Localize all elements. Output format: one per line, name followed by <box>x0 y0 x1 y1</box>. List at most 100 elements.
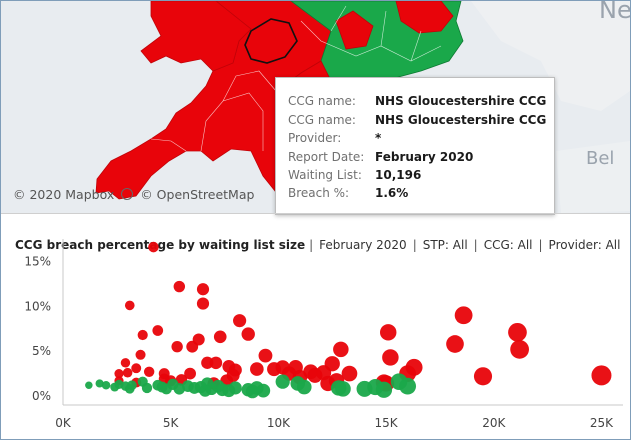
tooltip-row: CCG name: NHS Gloucestershire CCG <box>288 113 546 127</box>
breach-point-red[interactable] <box>510 339 529 359</box>
y-tick-label: 10% <box>24 299 51 313</box>
map-place-label: Bel <box>586 148 615 169</box>
breach-point-red[interactable] <box>131 363 142 374</box>
breach-point-green[interactable] <box>141 382 153 394</box>
breach-point-red[interactable] <box>382 349 399 366</box>
breach-point-red[interactable] <box>209 356 223 370</box>
breach-point-green[interactable] <box>399 377 417 395</box>
tooltip-label: Waiting List: <box>288 168 362 182</box>
chart-header: CCG breach percentage by waiting list si… <box>15 238 621 252</box>
breach-point-red[interactable] <box>158 368 170 380</box>
map-place-label: Ne <box>599 1 630 24</box>
tooltip-label: CCG name: <box>288 113 356 127</box>
breach-point-green[interactable] <box>375 381 393 398</box>
breach-point-red[interactable] <box>124 300 135 311</box>
breach-point-red[interactable] <box>152 325 164 336</box>
breach-point-red[interactable] <box>135 349 146 360</box>
tooltip-row: Breach %: 1.6% <box>288 186 408 200</box>
breach-point-red[interactable] <box>196 297 210 310</box>
x-tick-label: 5K <box>163 416 180 430</box>
breach-point-red[interactable] <box>171 340 183 353</box>
map-credits: © 2020 Mapbox © OpenStreetMap <box>13 187 254 202</box>
y-tick-label: 0% <box>32 389 51 403</box>
breach-point-red[interactable] <box>333 341 349 358</box>
continent-land <box>471 1 630 111</box>
chart-axes: 0% 5% 10% 15% 0K 5K 10K 15K 20K 25K <box>24 239 623 430</box>
tooltip-label: CCG name: <box>288 94 356 108</box>
breach-point-red[interactable] <box>192 333 205 346</box>
map-canvas[interactable] <box>1 1 630 213</box>
breach-point-red[interactable] <box>137 329 148 341</box>
breach-point-red[interactable] <box>228 363 242 377</box>
tooltip-row: CCG name: NHS Gloucestershire CCG <box>288 94 546 108</box>
filter-ccg[interactable]: CCG: All <box>483 238 533 252</box>
breach-point-red[interactable] <box>341 365 358 382</box>
breach-point-red[interactable] <box>258 348 273 363</box>
tooltip-value: NHS Gloucestershire CCG <box>375 113 547 127</box>
breach-point-red[interactable] <box>148 241 159 253</box>
breach-point-green[interactable] <box>335 381 351 397</box>
continent-land-south <box>556 141 630 213</box>
x-tick-label: 15K <box>375 416 399 430</box>
breach-point-green[interactable] <box>95 379 104 388</box>
breach-point-red[interactable] <box>324 356 340 372</box>
tooltip-label: Provider: <box>288 131 342 145</box>
filter-report-date[interactable]: February 2020 <box>319 238 407 252</box>
osm-credit[interactable]: © OpenStreetMap <box>140 187 255 202</box>
breach-point-red[interactable] <box>184 367 196 380</box>
selected-ccg-outline[interactable] <box>244 18 298 64</box>
wales-region[interactable] <box>140 1 252 72</box>
breach-point-green[interactable] <box>228 381 242 395</box>
breach-point-red[interactable] <box>201 356 214 369</box>
map-tooltip: CCG name: NHS Gloucestershire CCG CCG nam… <box>275 77 555 215</box>
breach-point-red[interactable] <box>508 322 527 342</box>
chart-title: CCG breach percentage by waiting list si… <box>15 238 306 252</box>
breach-point-red[interactable] <box>213 330 227 344</box>
breach-point-red[interactable] <box>380 324 397 341</box>
filter-stp[interactable]: STP: All <box>422 238 468 252</box>
y-tick-label: 15% <box>24 254 51 268</box>
breach-point-red[interactable] <box>405 358 423 376</box>
breach-point-green[interactable] <box>256 383 271 398</box>
scatter-chart[interactable]: 0% 5% 10% 15% 0K 5K 10K 15K 20K 25K <box>1 214 630 439</box>
breach-point-red[interactable] <box>250 362 264 376</box>
breach-point-red[interactable] <box>196 283 210 296</box>
chart-marks[interactable] <box>85 241 612 399</box>
tooltip-value: 1.6% <box>375 186 409 200</box>
breach-point-red[interactable] <box>591 365 612 386</box>
breach-point-red[interactable] <box>143 366 155 377</box>
tooltip-label: Report Date: <box>288 150 365 164</box>
tooltip-row: Provider: * <box>288 131 381 145</box>
ccg-boundaries <box>150 5 442 152</box>
breach-point-red[interactable] <box>173 280 186 293</box>
breach-point-red[interactable] <box>473 367 493 386</box>
panel-divider <box>1 213 630 214</box>
breach-point-green[interactable] <box>85 381 93 390</box>
x-tick-label: 20K <box>482 416 506 430</box>
tooltip-value: * <box>375 131 382 145</box>
breach-point-green[interactable] <box>101 380 111 390</box>
mapbox-credit[interactable]: © 2020 Mapbox <box>13 187 115 202</box>
tooltip-row: Report Date: February 2020 <box>288 150 473 164</box>
y-tick-label: 5% <box>32 344 51 358</box>
breach-point-green[interactable] <box>275 374 290 389</box>
south-east-red[interactable] <box>335 1 454 50</box>
filter-provider[interactable]: Provider: All <box>548 238 621 252</box>
breach-point-red[interactable] <box>446 335 464 353</box>
tooltip-row: Waiting List: 10,196 <box>288 168 421 182</box>
tooltip-value: NHS Gloucestershire CCG <box>375 94 547 108</box>
mapbox-logo-icon <box>121 188 134 200</box>
breach-point-red[interactable] <box>114 369 124 379</box>
breach-point-red[interactable] <box>454 306 473 325</box>
tooltip-value: 10,196 <box>375 168 422 182</box>
breach-point-green[interactable] <box>296 379 312 395</box>
x-tick-label: 0K <box>55 416 72 430</box>
tooltip-label: Breach %: <box>288 186 350 200</box>
tooltip-value: February 2020 <box>375 150 474 164</box>
breach-point-red[interactable] <box>241 327 255 341</box>
breach-point-green[interactable] <box>127 380 137 391</box>
breach-point-red[interactable] <box>122 367 133 378</box>
breach-point-red[interactable] <box>233 314 247 328</box>
breach-point-red[interactable] <box>120 358 131 368</box>
